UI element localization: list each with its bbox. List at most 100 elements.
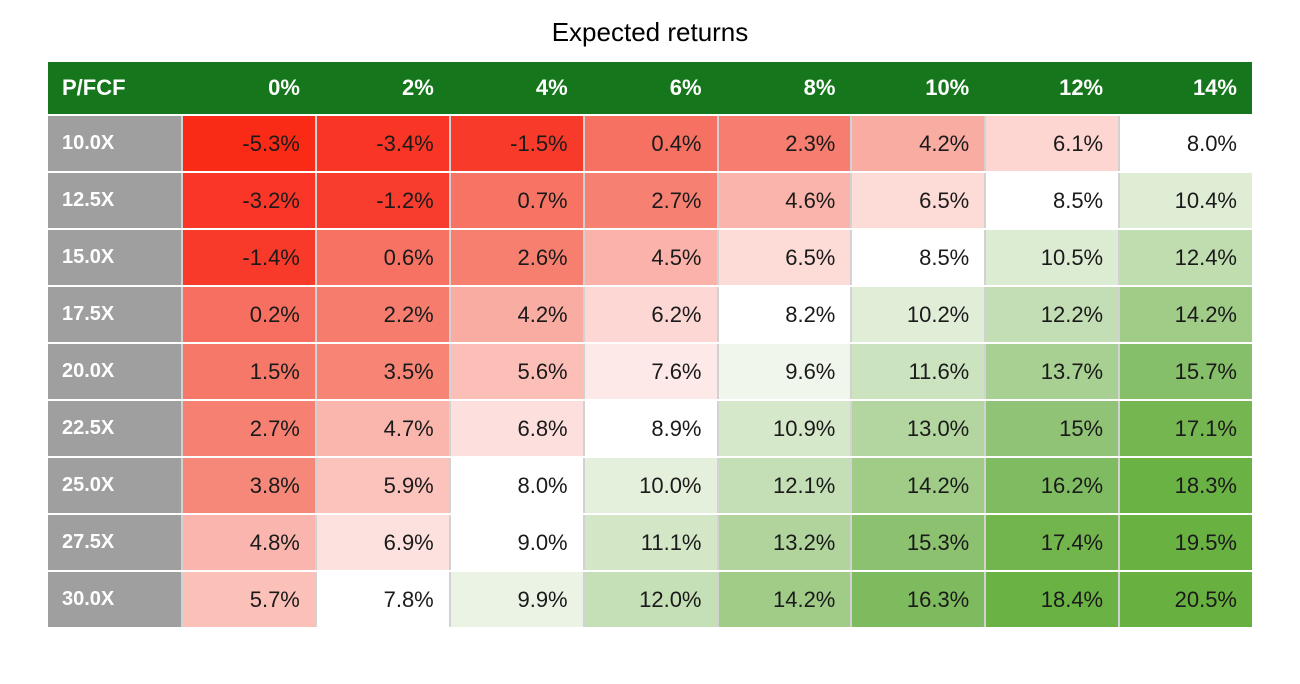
heatmap-cell: 8.5% [984, 173, 1119, 228]
heatmap-cell: 8.0% [1118, 116, 1252, 171]
heatmap-cell: 17.4% [984, 515, 1119, 570]
corner-header-cell: P/FCF [62, 75, 126, 100]
heatmap-cell: 10.4% [1118, 173, 1252, 228]
heatmap-cell: 19.5% [1118, 515, 1252, 570]
heatmap-cell: 4.2% [448, 287, 583, 342]
column-header-cell: 4% [535, 75, 568, 100]
heatmap-cell: 13.7% [984, 344, 1119, 399]
heatmap-cell: 13.0% [850, 401, 985, 456]
heatmap-cell: 9.0% [448, 515, 583, 570]
heatmap-cell: 0.2% [181, 287, 315, 342]
heatmap-cell: 0.4% [582, 116, 717, 171]
heatmap-cell: 10.5% [984, 230, 1119, 285]
heatmap-cell: 2.2% [314, 287, 449, 342]
heatmap-cell: 2.6% [448, 230, 583, 285]
heatmap-cell: -1.4% [181, 230, 315, 285]
heatmap-cell: 3.8% [181, 458, 315, 513]
heatmap-cell: 5.7% [181, 572, 315, 627]
heatmap-cell: 12.4% [1118, 230, 1252, 285]
heatmap-cell: -5.3% [181, 116, 315, 171]
heatmap-cell: -1.5% [448, 116, 583, 171]
column-header-cell: 12% [1059, 75, 1104, 100]
heatmap-cell: 18.3% [1118, 458, 1252, 513]
table-row: 22.5X 2.7% 4.7% 6.8% 8.9% 10.9% 13.0% 15% 17.1% [48, 401, 1252, 456]
heatmap-cell: 5.6% [448, 344, 583, 399]
row-label-cell: 15.0X [48, 230, 181, 285]
row-label-cell: 25.0X [48, 458, 181, 513]
table-header-row: P/FCF 0% 2% 4% 6% 8% 10% 12% 14% [48, 62, 1252, 114]
heatmap-cell: 1.5% [181, 344, 315, 399]
heatmap-cell: 5.9% [314, 458, 449, 513]
heatmap-cell: 6.1% [984, 116, 1119, 171]
column-header-cell: 0% [268, 75, 300, 100]
heatmap-cell: 6.5% [850, 173, 985, 228]
table-row: 25.0X 3.8% 5.9% 8.0% 10.0% 12.1% 14.2% 16.2% 18.… [48, 458, 1252, 513]
column-header-cell: 2% [401, 75, 434, 100]
heatmap-cell: 8.2% [716, 287, 851, 342]
heatmap-cell: 12.2% [984, 287, 1119, 342]
heatmap-cell: 4.5% [582, 230, 717, 285]
table-body: 10.0X -5.3% -3.4% -1.5% 0.4% 2.3% 4.2% 6.1% 8.0%… [48, 116, 1252, 627]
heatmap-cell: 8.9% [582, 401, 717, 456]
heatmap-cell: 10.2% [850, 287, 985, 342]
heatmap-cell: 2.7% [582, 173, 717, 228]
heatmap-cell: 7.8% [314, 572, 449, 627]
heatmap-cell: 14.2% [716, 572, 851, 627]
heatmap-cell: 14.2% [1118, 287, 1252, 342]
heatmap-cell: 7.6% [582, 344, 717, 399]
heatmap-cell: 15.3% [850, 515, 985, 570]
heatmap-cell: 11.1% [582, 515, 717, 570]
table-row: 15.0X -1.4% 0.6% 2.6% 4.5% 6.5% 8.5% 10.5% 12.4% [48, 230, 1252, 285]
heatmap-cell: 4.2% [850, 116, 985, 171]
heatmap-cell: -1.2% [314, 173, 449, 228]
heatmap-cell: 8.0% [448, 458, 583, 513]
heatmap-cell: 13.2% [716, 515, 851, 570]
table-row: 20.0X 1.5% 3.5% 5.6% 7.6% 9.6% 11.6% 13.7% 15.7% [48, 344, 1252, 399]
heatmap-cell: 11.6% [850, 344, 985, 399]
heatmap-cell: 2.7% [181, 401, 315, 456]
heatmap-cell: 3.5% [314, 344, 449, 399]
row-label-cell: 12.5X [48, 173, 181, 228]
column-header-cell: 14% [1192, 75, 1237, 100]
table-row: 12.5X -3.2% -1.2% 0.7% 2.7% 4.6% 6.5% 8.5% 10.4% [48, 173, 1252, 228]
table-row: 10.0X -5.3% -3.4% -1.5% 0.4% 2.3% 4.2% 6.1% 8.0% [48, 116, 1252, 171]
heatmap-cell: 16.2% [984, 458, 1119, 513]
row-label-cell: 17.5X [48, 287, 181, 342]
heatmap-cell: -3.2% [181, 173, 315, 228]
column-header-cell: 10% [925, 75, 970, 100]
heatmap-cell: 4.6% [716, 173, 851, 228]
heatmap-cell: 6.8% [448, 401, 583, 456]
heatmap-cell: 6.2% [582, 287, 717, 342]
heatmap-cell: 0.7% [448, 173, 583, 228]
heatmap-cell: 0.6% [314, 230, 449, 285]
table-row: 27.5X 4.8% 6.9% 9.0% 11.1% 13.2% 15.3% 17.4% 19.… [48, 515, 1252, 570]
heatmap-cell: 8.5% [850, 230, 985, 285]
heatmap-cell: 16.3% [850, 572, 985, 627]
column-header-cell: 6% [669, 75, 702, 100]
heatmap-cell: 15% [984, 401, 1119, 456]
heatmap-cell: 4.7% [314, 401, 449, 456]
heatmap-cell: 6.9% [314, 515, 449, 570]
expected-returns-heatmap: P/FCF 0% 2% 4% 6% 8% 10% 12% 14% 10.0X -5.3% -3.4%… [48, 62, 1252, 629]
row-label-cell: 30.0X [48, 572, 181, 627]
heatmap-cell: 12.1% [716, 458, 851, 513]
heatmap-cell: 4.8% [181, 515, 315, 570]
chart-title: Expected returns [551, 17, 749, 47]
row-label-cell: 10.0X [48, 116, 181, 171]
heatmap-cell: 2.3% [716, 116, 851, 171]
heatmap-cell: -3.4% [314, 116, 449, 171]
heatmap-cell: 20.5% [1118, 572, 1252, 627]
heatmap-cell: 6.5% [716, 230, 851, 285]
column-header-cell: 8% [803, 75, 836, 100]
heatmap-cell: 18.4% [984, 572, 1119, 627]
heatmap-cell: 9.6% [716, 344, 851, 399]
heatmap-cell: 14.2% [850, 458, 985, 513]
table-row: 30.0X 5.7% 7.8% 9.9% 12.0% 14.2% 16.3% 18.4% 20.… [48, 572, 1252, 627]
heatmap-cell: 10.0% [582, 458, 717, 513]
row-label-cell: 20.0X [48, 344, 181, 399]
heatmap-cell: 12.0% [582, 572, 717, 627]
heatmap-cell: 9.9% [448, 572, 583, 627]
row-label-cell: 22.5X [48, 401, 181, 456]
table-row: 17.5X 0.2% 2.2% 4.2% 6.2% 8.2% 10.2% 12.2% 14.2% [48, 287, 1252, 342]
